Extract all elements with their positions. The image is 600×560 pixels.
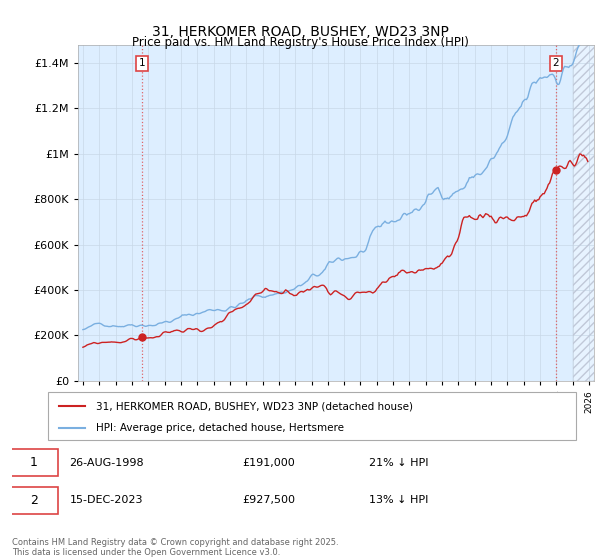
Text: 15-DEC-2023: 15-DEC-2023 [70,496,143,505]
Text: 26-AUG-1998: 26-AUG-1998 [70,458,144,468]
FancyBboxPatch shape [9,449,58,476]
Text: 2: 2 [30,494,38,507]
Text: Contains HM Land Registry data © Crown copyright and database right 2025.
This d: Contains HM Land Registry data © Crown c… [12,538,338,557]
Text: 31, HERKOMER ROAD, BUSHEY, WD23 3NP: 31, HERKOMER ROAD, BUSHEY, WD23 3NP [152,25,448,39]
Text: 31, HERKOMER ROAD, BUSHEY, WD23 3NP (detached house): 31, HERKOMER ROAD, BUSHEY, WD23 3NP (det… [95,402,413,411]
Point [551,166,560,175]
Text: 2: 2 [553,58,559,68]
Text: 13% ↓ HPI: 13% ↓ HPI [369,496,428,505]
Text: 1: 1 [30,456,38,469]
FancyBboxPatch shape [9,487,58,514]
Text: £927,500: £927,500 [242,496,295,505]
Text: 1: 1 [139,58,146,68]
FancyBboxPatch shape [48,392,576,440]
Bar [573,45,597,381]
Text: 21% ↓ HPI: 21% ↓ HPI [369,458,428,468]
Text: HPI: Average price, detached house, Hertsmere: HPI: Average price, detached house, Hert… [95,423,344,433]
Point [137,333,147,342]
Text: Price paid vs. HM Land Registry's House Price Index (HPI): Price paid vs. HM Land Registry's House … [131,36,469,49]
Text: £191,000: £191,000 [242,458,295,468]
